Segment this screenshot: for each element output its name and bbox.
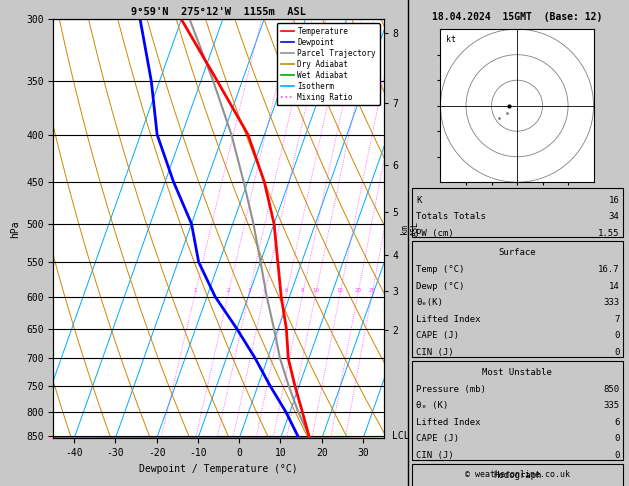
Text: 16: 16	[609, 196, 620, 205]
Text: 333: 333	[603, 298, 620, 307]
Text: 10: 10	[313, 288, 320, 294]
Text: © weatheronline.co.uk: © weatheronline.co.uk	[465, 469, 569, 479]
Text: 18.04.2024  15GMT  (Base: 12): 18.04.2024 15GMT (Base: 12)	[432, 12, 602, 22]
Text: CAPE (J): CAPE (J)	[416, 331, 459, 340]
Text: Totals Totals: Totals Totals	[416, 212, 486, 222]
Text: kt: kt	[445, 35, 455, 44]
Text: 335: 335	[603, 401, 620, 410]
Text: 34: 34	[609, 212, 620, 222]
Text: Pressure (mb): Pressure (mb)	[416, 384, 486, 394]
Text: CIN (J): CIN (J)	[416, 347, 454, 357]
Text: 850: 850	[603, 384, 620, 394]
Title: 9°59'N  275°12'W  1155m  ASL: 9°59'N 275°12'W 1155m ASL	[131, 7, 306, 17]
Text: LCL: LCL	[392, 431, 409, 441]
Text: CIN (J): CIN (J)	[416, 451, 454, 460]
Text: Hodograph: Hodograph	[493, 471, 542, 480]
Text: K: K	[416, 196, 422, 205]
Y-axis label: km
ASL: km ASL	[400, 222, 420, 236]
Text: 7: 7	[614, 314, 620, 324]
Text: 6: 6	[285, 288, 288, 294]
Text: 3: 3	[247, 288, 251, 294]
Text: 15: 15	[337, 288, 343, 294]
Text: Lifted Index: Lifted Index	[416, 417, 481, 427]
X-axis label: Dewpoint / Temperature (°C): Dewpoint / Temperature (°C)	[139, 464, 298, 474]
Text: 0: 0	[614, 451, 620, 460]
Legend: Temperature, Dewpoint, Parcel Trajectory, Dry Adiabat, Wet Adiabat, Isotherm, Mi: Temperature, Dewpoint, Parcel Trajectory…	[277, 23, 380, 105]
Text: Surface: Surface	[499, 248, 536, 258]
Text: PW (cm): PW (cm)	[416, 229, 454, 238]
Text: CAPE (J): CAPE (J)	[416, 434, 459, 443]
Text: Dewp (°C): Dewp (°C)	[416, 281, 465, 291]
Text: 0: 0	[614, 434, 620, 443]
Text: 14: 14	[609, 281, 620, 291]
Y-axis label: hPa: hPa	[11, 220, 21, 238]
Text: 25: 25	[369, 288, 376, 294]
Text: 1: 1	[193, 288, 197, 294]
Text: Temp (°C): Temp (°C)	[416, 265, 465, 274]
Text: 1.55: 1.55	[598, 229, 620, 238]
Text: 20: 20	[355, 288, 362, 294]
Text: 6: 6	[614, 417, 620, 427]
Text: Lifted Index: Lifted Index	[416, 314, 481, 324]
Text: 8: 8	[301, 288, 304, 294]
Text: 0: 0	[614, 347, 620, 357]
Text: 0: 0	[614, 331, 620, 340]
Text: θₑ (K): θₑ (K)	[416, 401, 448, 410]
Text: 16.7: 16.7	[598, 265, 620, 274]
Text: Most Unstable: Most Unstable	[482, 368, 552, 377]
Text: θₑ(K): θₑ(K)	[416, 298, 443, 307]
Text: 4: 4	[263, 288, 266, 294]
Text: 2: 2	[226, 288, 230, 294]
